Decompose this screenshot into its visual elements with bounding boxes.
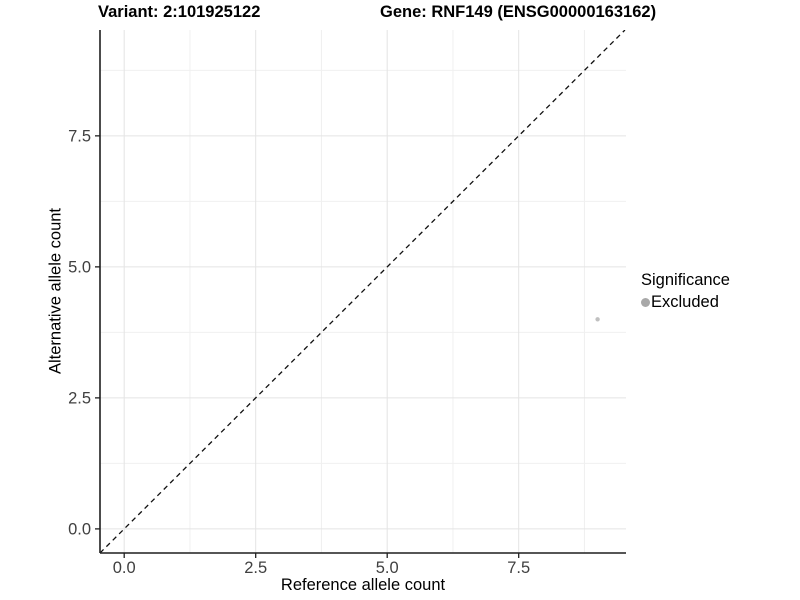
y-tick-label: 2.5	[68, 389, 91, 407]
gridlines	[100, 30, 626, 553]
y-axis-title: Alternative allele count	[46, 207, 65, 375]
identity-line	[100, 30, 626, 553]
x-tick-label: 5.0	[376, 559, 399, 577]
y-tick-label: 0.0	[68, 520, 91, 538]
legend-marker-dot	[641, 298, 650, 307]
plot-title-variant: Variant: 2:101925122	[98, 3, 261, 21]
x-tick-label: 0.0	[113, 559, 136, 577]
y-tick-label: 5.0	[68, 258, 91, 276]
plot-title-gene: Gene: RNF149 (ENSG00000163162)	[380, 3, 657, 21]
legend-title: Significance	[641, 271, 730, 289]
x-tick-label: 2.5	[244, 559, 267, 577]
data-points	[595, 317, 600, 322]
legend: Significance Excluded	[641, 271, 730, 312]
y-tick-label: 7.5	[68, 127, 91, 145]
x-axis-title: Reference allele count	[280, 576, 446, 594]
data-point	[595, 317, 600, 322]
legend-item-label: Excluded	[651, 293, 719, 311]
legend-item-excluded: Excluded	[641, 293, 730, 312]
x-tick-label: 7.5	[507, 559, 530, 577]
axes: 0.0 2.5 5.0 7.5 0.0 2.5 5.0 7.5	[68, 30, 626, 577]
